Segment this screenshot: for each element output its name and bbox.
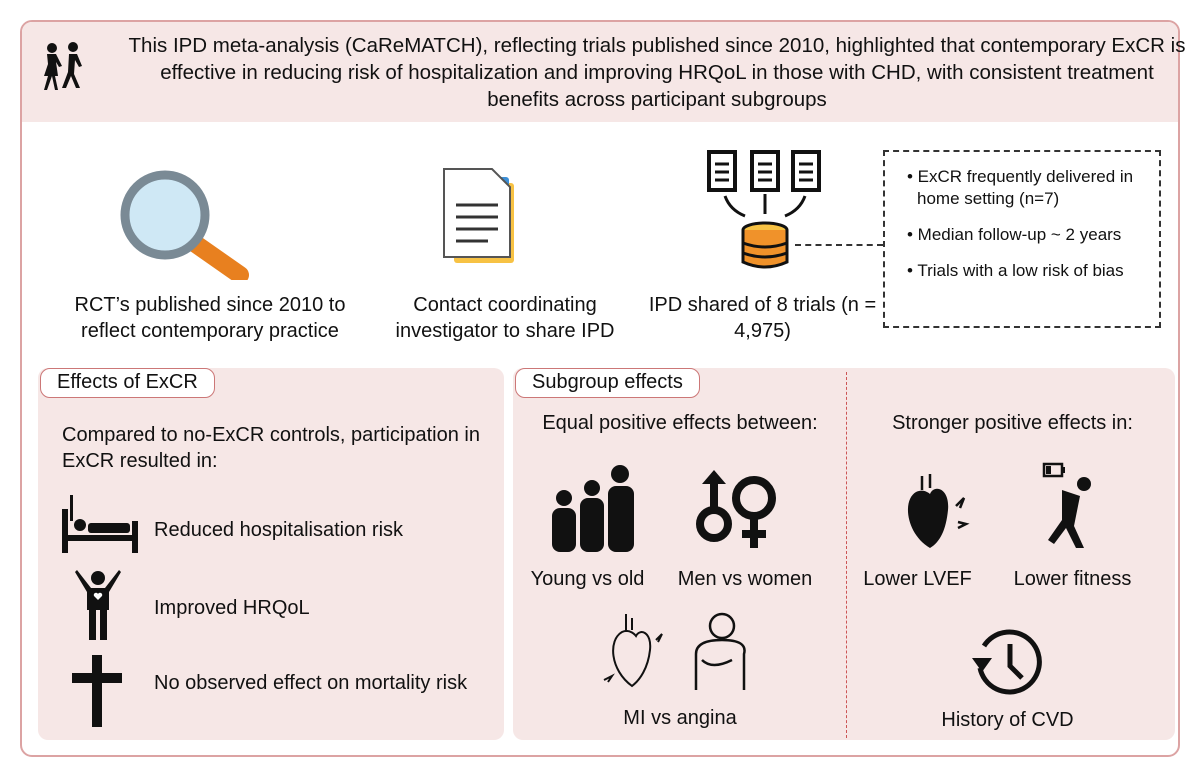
hospital-bed-icon: [62, 495, 138, 553]
effect-mortality: No observed effect on mortality risk: [154, 672, 468, 694]
heart-attack-icon: [603, 614, 663, 688]
effect-hospitalisation: Reduced hospitalisation risk: [154, 519, 404, 541]
effects-tag: Effects of ExCR: [40, 368, 215, 398]
magnifying-glass-icon: [120, 170, 249, 280]
subgroup-divider: [846, 372, 847, 738]
trial-characteristics-box: • ExCR frequently delivered in home sett…: [883, 150, 1161, 328]
documents-icon: [443, 168, 514, 263]
summary-text: This IPD meta-analysis (CaReMATCH), refl…: [128, 34, 1186, 111]
bullet-risk-of-bias: • Trials with a low risk of bias: [907, 261, 1124, 280]
mi-vs-angina-label: MI vs angina: [623, 707, 737, 729]
walking-people-icon: [44, 42, 82, 90]
connector-line: [795, 244, 883, 246]
outer-frame: [20, 20, 1180, 757]
subgroup-tag: Subgroup effects: [515, 368, 700, 398]
effects-intro: Compared to no-ExCR controls, participat…: [62, 424, 480, 472]
lower-lvef-label: Lower LVEF: [863, 568, 972, 590]
step-contact-label: Contact coordinating investigator to sha…: [395, 294, 615, 342]
header-banner: This IPD meta-analysis (CaReMATCH), refl…: [22, 22, 1185, 122]
step-ipd-label: IPD shared of 8 trials (n = 4,975): [648, 294, 877, 342]
effect-hrqol: Improved HRQoL: [154, 597, 310, 619]
cross-icon: [72, 655, 122, 727]
heart-lvef-icon: [907, 474, 970, 548]
stronger-effects-title: Stronger positive effects in:: [892, 412, 1133, 434]
equal-effects-title: Equal positive effects between:: [542, 412, 818, 434]
bullet-follow-up: • Median follow-up ~ 2 years: [907, 225, 1122, 244]
tired-person-battery-icon: [1042, 462, 1091, 548]
lower-fitness-label: Lower fitness: [1013, 568, 1132, 590]
history-cvd-label: History of CVD: [941, 709, 1074, 731]
young-vs-old-label: Young vs old: [530, 568, 645, 590]
age-groups-icon: [552, 465, 634, 552]
raised-arms-person-icon: [75, 570, 121, 640]
bullet-home-setting: • ExCR frequently delivered in home sett…: [907, 167, 1134, 208]
history-clock-icon: [972, 629, 1042, 695]
gender-symbols-icon: [696, 470, 776, 548]
database-icon: [707, 150, 821, 269]
step-rct-label: RCT’s published since 2010 to reflect co…: [74, 294, 346, 342]
men-vs-women-label: Men vs women: [677, 568, 813, 590]
chest-pain-person-icon: [694, 612, 746, 690]
